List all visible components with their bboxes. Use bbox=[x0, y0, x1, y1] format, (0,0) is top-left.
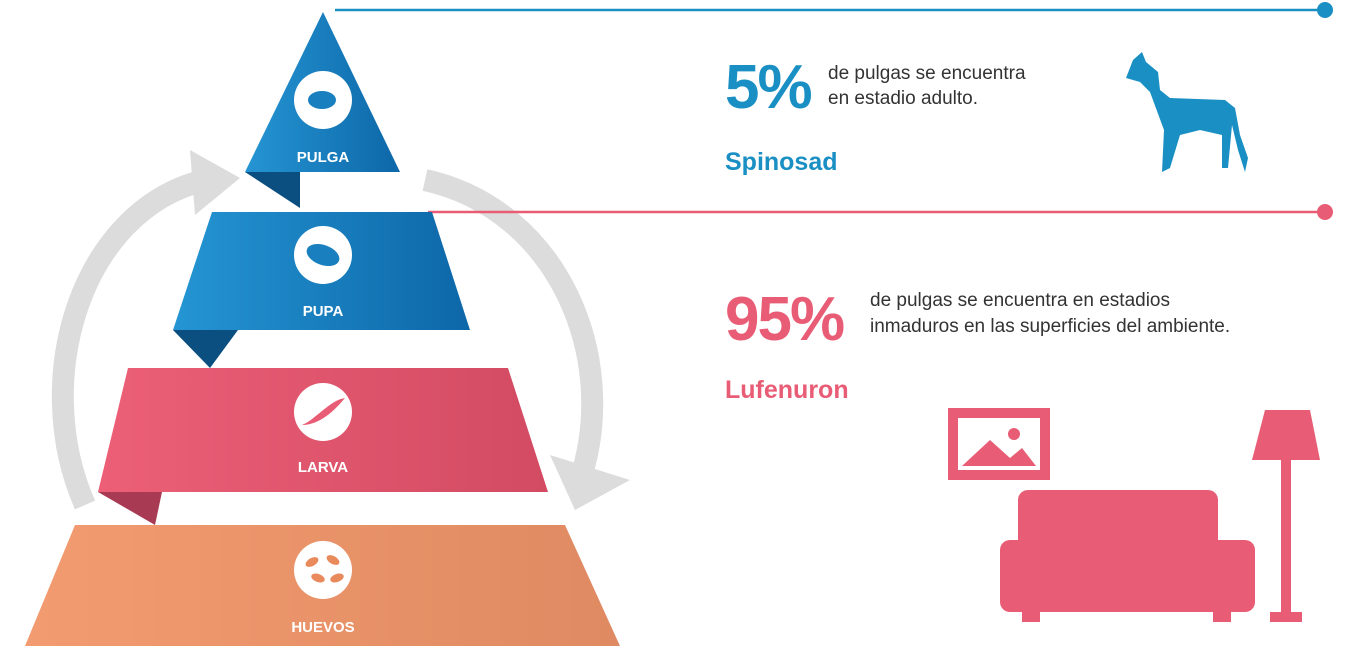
description: de pulgas se encuentra bbox=[828, 63, 1026, 84]
room-icons bbox=[948, 408, 1320, 622]
level-label: PULGA bbox=[297, 149, 350, 166]
fold bbox=[98, 492, 162, 525]
description: de pulgas se encuentra en estadios bbox=[870, 290, 1170, 311]
level-label: LARVA bbox=[298, 459, 348, 476]
level-label: HUEVOS bbox=[291, 619, 354, 636]
fold bbox=[173, 330, 238, 368]
percent: 5% bbox=[725, 53, 811, 122]
connector-dot bbox=[1317, 2, 1333, 18]
description: inmaduros en las superficies del ambient… bbox=[870, 316, 1230, 337]
treatment: Lufenuron bbox=[725, 376, 849, 404]
percent: 95% bbox=[725, 285, 844, 354]
fold bbox=[245, 172, 300, 208]
connector-dot bbox=[1317, 204, 1333, 220]
arrow-head bbox=[190, 150, 240, 215]
flea-icon bbox=[308, 91, 336, 109]
description: en estadio adulto. bbox=[828, 88, 978, 109]
treatment: Spinosad bbox=[725, 148, 838, 176]
level-label: PUPA bbox=[303, 303, 344, 320]
dog-icon bbox=[1126, 52, 1248, 172]
infographic: PULGA PUPA LARVA HUEVOS 5% de pulgas se … bbox=[0, 0, 1354, 646]
